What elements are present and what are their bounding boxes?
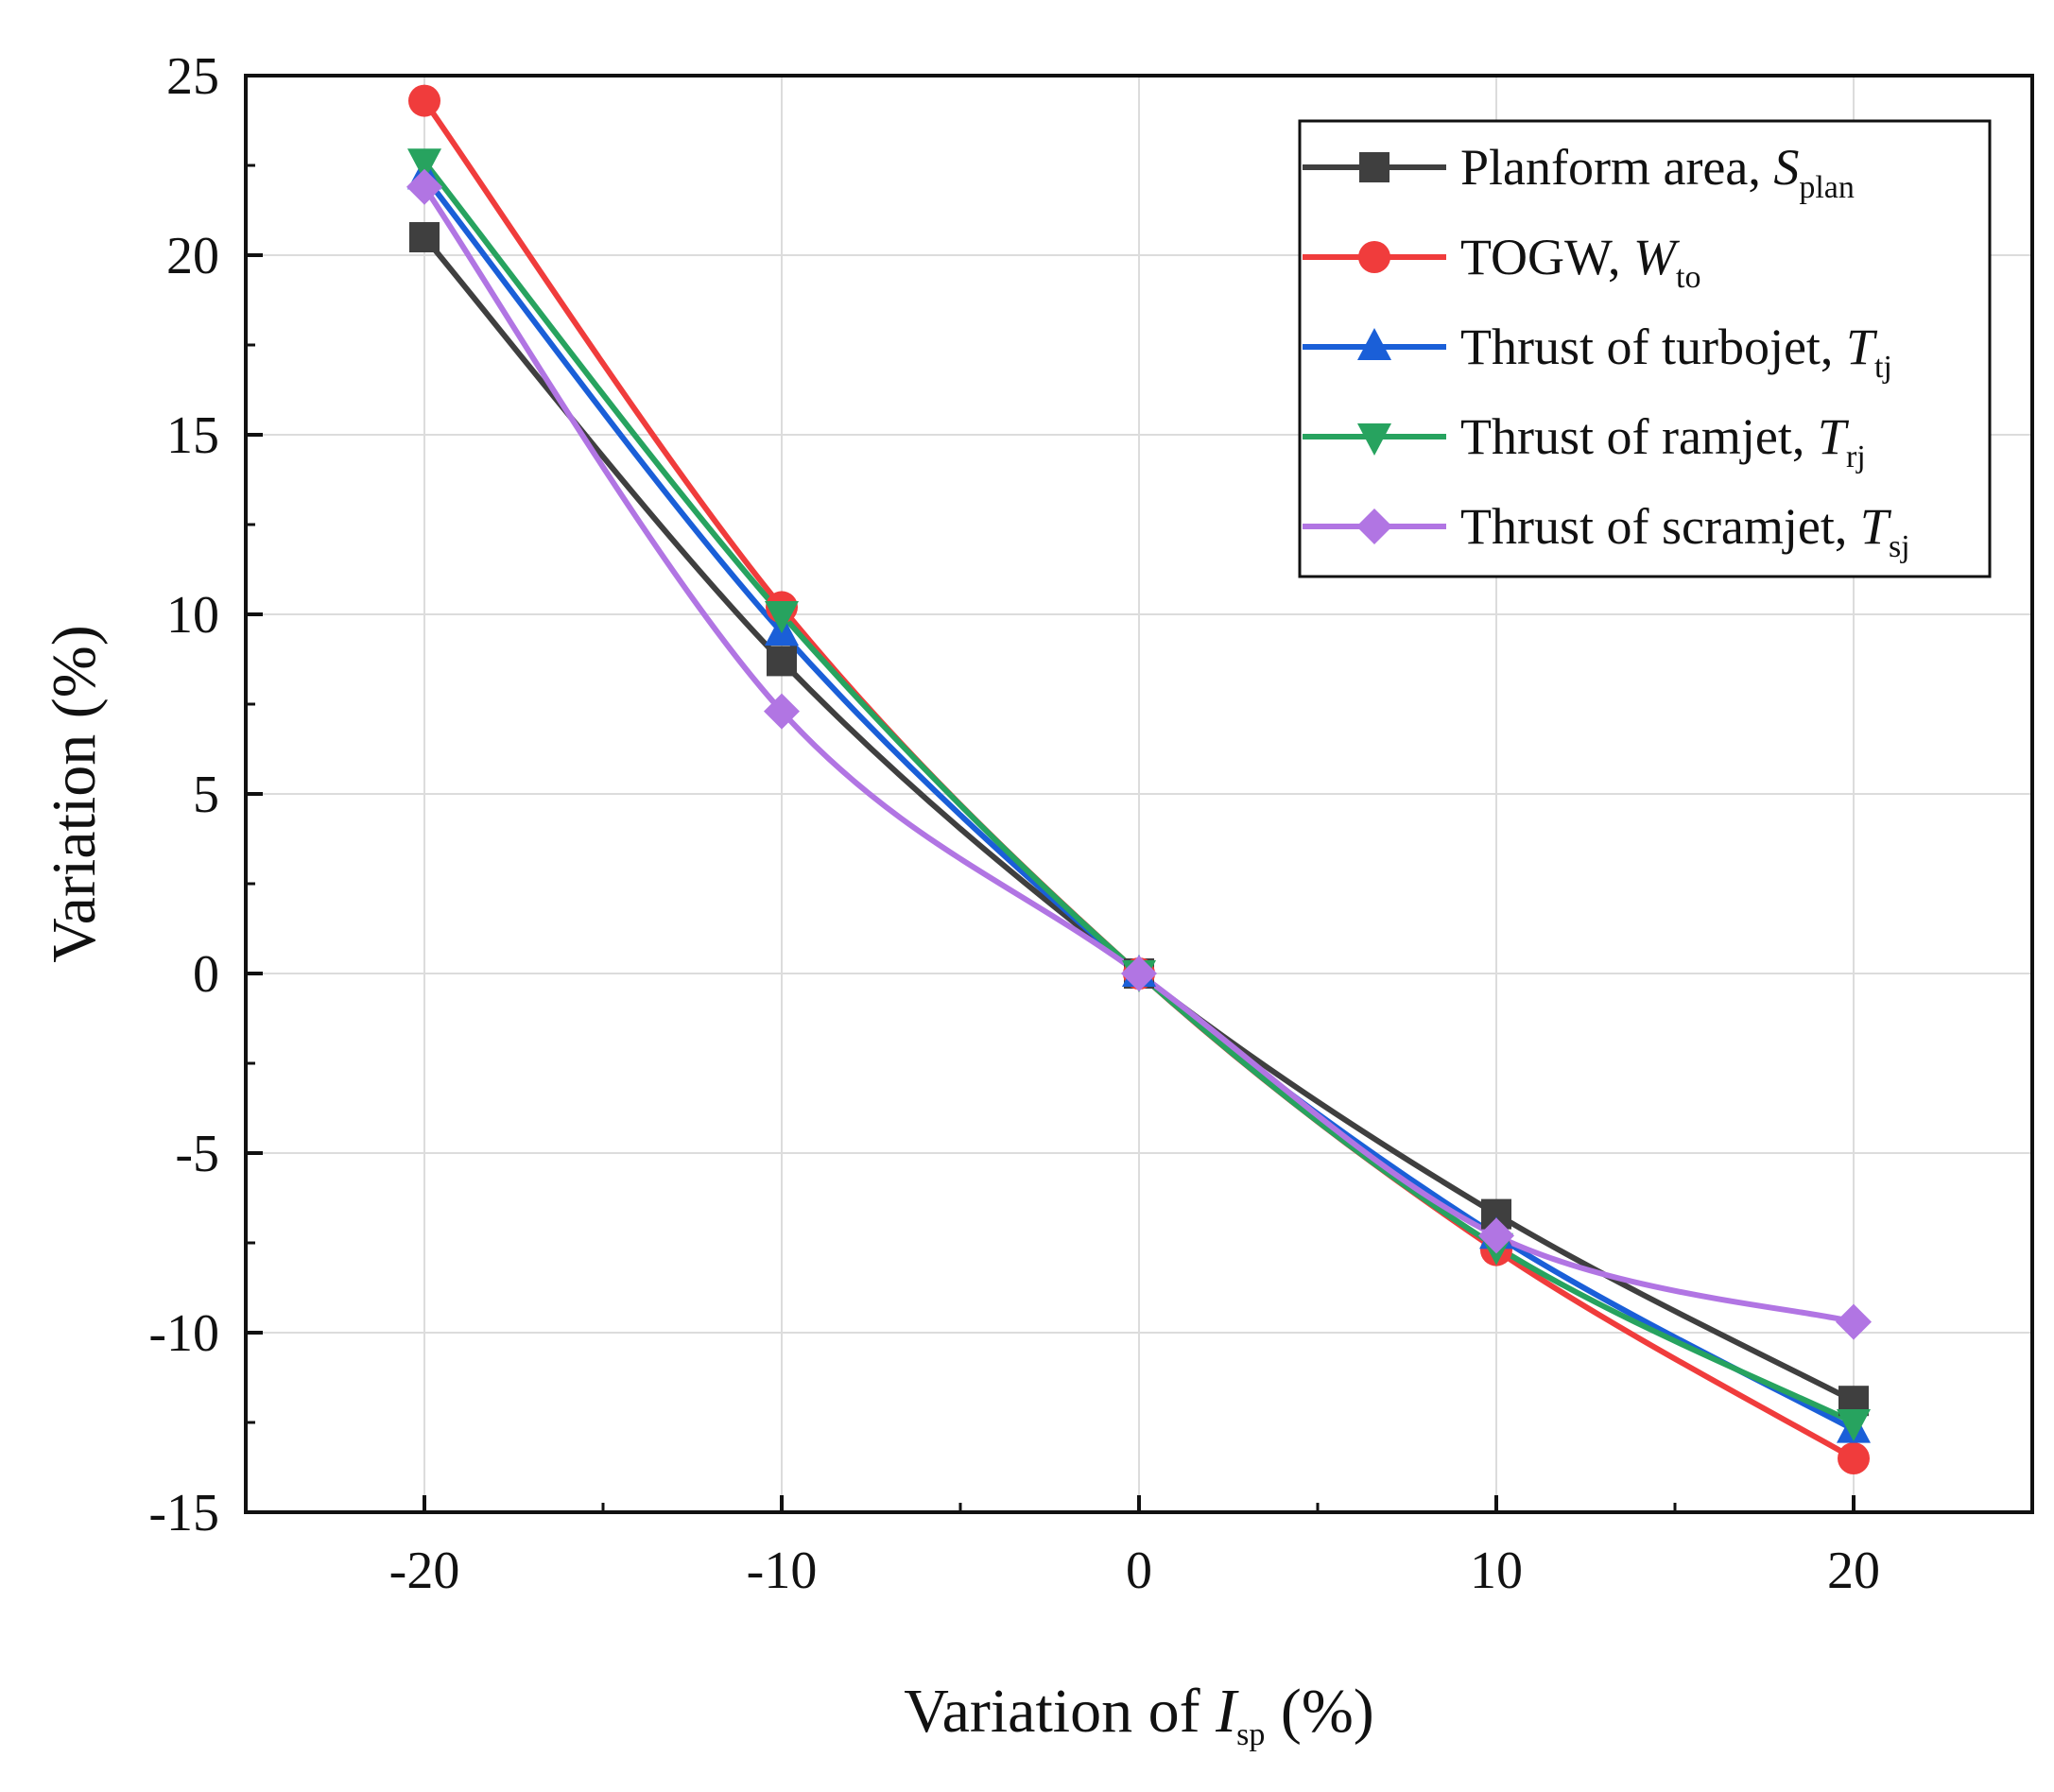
data-point-plan xyxy=(409,222,440,252)
y-axis-title: Variation (%) xyxy=(40,625,109,962)
y-tick-label: 0 xyxy=(193,945,219,1004)
x-axis-title: Variation of Isp (%) xyxy=(904,1677,1374,1752)
x-tick-label: -20 xyxy=(389,1542,460,1600)
legend-marker-rj xyxy=(1357,423,1391,456)
x-tick-label: 10 xyxy=(1470,1542,1523,1600)
legend: Planform area, Splan TOGW, Wto Thrust of t… xyxy=(1298,119,1992,578)
y-tick-label: 25 xyxy=(166,47,219,106)
x-axis-title-main: Variation of xyxy=(904,1677,1216,1746)
data-point-to xyxy=(408,84,440,117)
x-axis-title-tail: (%) xyxy=(1265,1677,1373,1746)
x-tick-label: 0 xyxy=(1126,1542,1152,1600)
series-lines xyxy=(422,97,1856,1461)
series-markers xyxy=(406,84,1872,1474)
data-point-rj xyxy=(1837,1409,1871,1441)
legend-label-rj: Thrust of ramjet, Trj xyxy=(1460,408,1866,474)
x-tick-label: -10 xyxy=(747,1542,818,1600)
legend-label-sj: Thrust of scramjet, Tsj xyxy=(1460,498,1910,564)
data-point-sj xyxy=(764,693,800,730)
series-line-sj xyxy=(422,183,1856,1325)
data-point-to xyxy=(1838,1442,1870,1474)
x-axis-title-sub: sp xyxy=(1236,1717,1265,1752)
legend-marker-tj xyxy=(1357,328,1391,360)
legend-marker-plan xyxy=(1359,152,1389,182)
data-point-sj xyxy=(406,168,442,205)
x-axis-title-symbol: I xyxy=(1215,1677,1239,1746)
legend-label-to: TOGW, Wto xyxy=(1460,229,1700,295)
y-tick-label: 10 xyxy=(166,586,219,645)
data-point-sj xyxy=(1478,1217,1514,1254)
axis-ticks: -20 -10 0 10 20 25 20 15 10 5 0 -5 -10 -15 xyxy=(148,47,1880,1600)
series-line-rj xyxy=(422,159,1856,1425)
y-tick-label: 5 xyxy=(193,766,219,824)
data-point-rj xyxy=(407,148,441,181)
y-tick-label: 20 xyxy=(166,227,219,285)
legend-marker-to xyxy=(1358,241,1390,273)
x-tick-label: 20 xyxy=(1827,1542,1880,1600)
legend-label-plan: Planform area, Splan xyxy=(1460,139,1855,205)
data-point-sj xyxy=(1836,1303,1872,1340)
legend-label-tj: Thrust of turbojet, Ttj xyxy=(1460,319,1892,385)
y-tick-label: -10 xyxy=(148,1304,219,1363)
y-tick-label: -5 xyxy=(175,1125,219,1183)
data-point-sj xyxy=(1121,956,1157,991)
data-point-plan xyxy=(767,646,797,677)
y-tick-label: 15 xyxy=(166,406,219,465)
y-tick-label: -15 xyxy=(148,1484,219,1542)
data-point-rj xyxy=(765,601,799,633)
legend-marker-sj xyxy=(1356,508,1392,544)
